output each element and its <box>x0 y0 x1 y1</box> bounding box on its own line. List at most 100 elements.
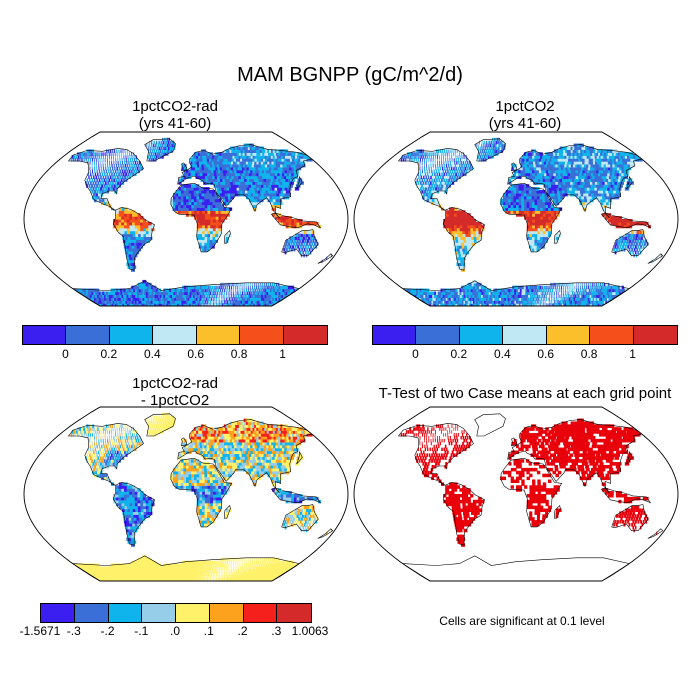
grid-cell <box>426 163 427 168</box>
grid-cell <box>248 282 250 287</box>
grid-cell <box>413 158 415 162</box>
grid-cell <box>589 198 594 203</box>
grid-cell <box>238 291 240 295</box>
grid-cell <box>299 163 306 168</box>
grid-cell <box>297 152 304 156</box>
grid-cell <box>552 178 556 182</box>
grid-cell <box>98 158 100 162</box>
grid-cell <box>210 219 214 223</box>
grid-cell <box>289 291 293 295</box>
grid-cell <box>490 152 493 156</box>
grid-cell <box>266 282 268 287</box>
grid-cell <box>616 285 619 290</box>
grid-cell <box>566 294 568 298</box>
grid-cell <box>202 204 206 208</box>
grid-cell <box>590 190 595 194</box>
grid-cell <box>231 288 233 293</box>
grid-cell <box>543 294 545 298</box>
grid-cell <box>569 166 574 171</box>
grid-cell <box>214 163 218 168</box>
grid-cell <box>215 178 219 182</box>
grid-cell <box>143 230 147 235</box>
grid-cell <box>223 216 228 220</box>
grid-cell <box>203 294 205 298</box>
grid-cell <box>576 282 578 287</box>
grid-cell <box>534 245 538 249</box>
grid-cell <box>240 282 242 287</box>
grid-cell <box>187 300 190 304</box>
grid-cell <box>415 152 417 156</box>
grid-cell <box>215 169 220 174</box>
grid-cell <box>462 221 466 226</box>
grid-cell <box>217 285 219 290</box>
grid-cell <box>272 282 274 287</box>
grid-cell <box>536 297 538 301</box>
grid-cell <box>214 239 218 243</box>
grid-cell <box>204 195 208 200</box>
grid-cell <box>301 239 305 243</box>
grid-cell <box>272 181 277 185</box>
grid-cell <box>506 288 510 293</box>
grid-cell <box>537 239 540 243</box>
grid-cell <box>207 198 211 203</box>
grid-cell <box>165 137 167 142</box>
grid-cell <box>455 172 457 177</box>
grid-cell <box>285 184 291 188</box>
grid-cell <box>582 190 587 194</box>
grid-cell <box>566 282 568 287</box>
grid-cell <box>457 166 460 171</box>
grid-cell <box>482 285 487 290</box>
grid-cell <box>207 201 211 206</box>
grid-cell <box>305 233 309 237</box>
grid-cell <box>247 288 249 293</box>
grid-cell <box>426 158 428 162</box>
grid-cell <box>463 155 465 159</box>
grid-cell <box>251 166 256 171</box>
grid-cell <box>552 169 557 174</box>
grid-cell <box>299 219 303 223</box>
grid-cell <box>234 169 238 174</box>
grid-cell <box>165 140 168 145</box>
grid-cell <box>555 163 560 168</box>
grid-cell <box>473 285 477 290</box>
grid-cell <box>547 285 549 290</box>
grid-cell <box>468 233 472 237</box>
grid-cell <box>571 178 576 182</box>
grid-cell <box>505 303 508 306</box>
grid-cell <box>478 152 481 156</box>
grid-cell <box>124 248 129 252</box>
grid-cell <box>571 297 574 301</box>
grid-cell <box>96 166 98 171</box>
grid-cell <box>585 175 590 179</box>
grid-cell <box>239 187 243 191</box>
grid-cell <box>110 178 113 182</box>
grid-cell <box>259 195 263 200</box>
grid-cell <box>126 245 131 249</box>
grid-cell <box>574 294 576 298</box>
grid-cell <box>519 300 522 304</box>
grid-cell <box>121 219 125 223</box>
grid-cell <box>615 248 618 252</box>
grid-cell <box>616 245 619 249</box>
grid-cell <box>525 152 529 156</box>
grid-cell <box>560 181 564 185</box>
grid-cell <box>249 198 253 203</box>
grid-cell <box>113 178 116 182</box>
grid-cell <box>545 221 549 226</box>
grid-cell <box>571 169 576 174</box>
grid-cell <box>526 187 530 191</box>
grid-cell <box>230 184 235 188</box>
grid-cell <box>526 216 531 220</box>
grid-cell <box>302 250 304 255</box>
grid-cell <box>453 216 458 220</box>
grid-cell <box>191 201 195 206</box>
grid-cell <box>208 303 210 306</box>
grid-cell <box>216 190 221 194</box>
grid-cell <box>454 224 458 229</box>
grid-cell <box>123 149 125 153</box>
grid-cell <box>613 291 617 295</box>
grid-cell <box>199 297 201 301</box>
grid-cell <box>527 166 531 171</box>
grid-cell <box>603 291 606 295</box>
grid-cell <box>504 297 507 301</box>
